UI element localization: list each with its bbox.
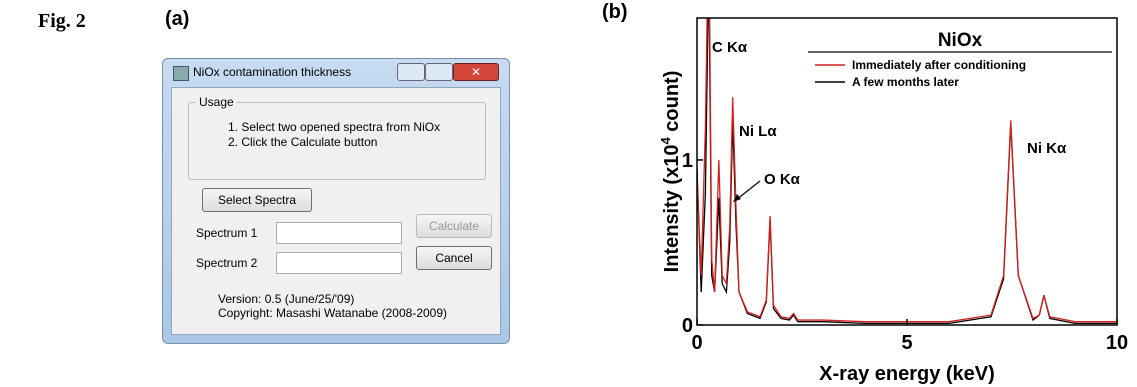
calculate-button: Calculate [416, 214, 492, 238]
field-label: Spectrum 1 [196, 226, 257, 240]
legend-label: A few months later [852, 75, 959, 89]
y-tick-label: 0 [682, 315, 693, 337]
cancel-button[interactable]: Cancel [416, 246, 492, 270]
peak-annotation: C Kα [712, 39, 748, 56]
maximize-button[interactable] [425, 63, 453, 81]
usage-title: Usage [196, 95, 237, 109]
x-tick-label: 10 [1106, 332, 1128, 354]
annotation-arrowhead [733, 194, 741, 202]
y-tick-label: 1 [682, 150, 693, 172]
x-tick-label: 5 [901, 332, 912, 354]
usage-line: 1. Select two opened spectra from NiOx [228, 120, 440, 134]
spectrum-1-input[interactable] [276, 222, 402, 244]
peak-annotation: Ni Lα [739, 123, 777, 140]
plot-lines [697, 0, 1117, 323]
minimize-button[interactable] [397, 63, 425, 81]
y-axis-label-text: Intensity (x10 [661, 145, 683, 273]
peak-annotation: O Kα [764, 171, 801, 188]
close-button[interactable]: ✕ [453, 63, 499, 81]
copyright: Copyright: Masashi Watanabe (2008-2009) [218, 306, 447, 320]
spectrum-2-input[interactable] [276, 252, 402, 274]
y-axis-label-tail: count) [661, 71, 683, 138]
select-spectra-button[interactable]: Select Spectra [202, 188, 312, 212]
annotation-arrow [736, 181, 760, 200]
app-icon [173, 66, 189, 81]
x-tick-label: 0 [691, 332, 702, 354]
x-axis-label: X-ray energy (keV) [819, 363, 995, 385]
y-axis-label: Intensity (x104 count) [658, 71, 683, 273]
spectrum-line [697, 0, 1117, 322]
legend-title: NiOx [938, 30, 983, 51]
spectrum-line [697, 0, 1117, 323]
peak-annotation: Ni Kα [1027, 140, 1067, 157]
field-label: Spectrum 2 [196, 256, 257, 270]
version: Version: 0.5 (June/25/'09) [218, 292, 354, 306]
chart: (b) 0 5 10 0 1 X-ray energy (keV) Intensity (x… [600, 0, 1137, 387]
dialog-title: NiOx contamination thickness [193, 65, 351, 79]
legend-label: Immediately after conditioning [852, 58, 1026, 72]
figure-label: Fig. 2 [38, 10, 86, 33]
dialog: NiOx contamination thickness ✕ Usage 1. … [162, 58, 510, 344]
panel-label: (b) [602, 1, 628, 23]
usage-line: 2. Click the Calculate button [228, 135, 377, 149]
panel-label: (a) [165, 8, 189, 31]
dialog-body: Usage 1. Select two opened spectra from … [171, 87, 501, 335]
page: Fig. 2 (a) NiOx contamination thickness … [0, 0, 1137, 387]
